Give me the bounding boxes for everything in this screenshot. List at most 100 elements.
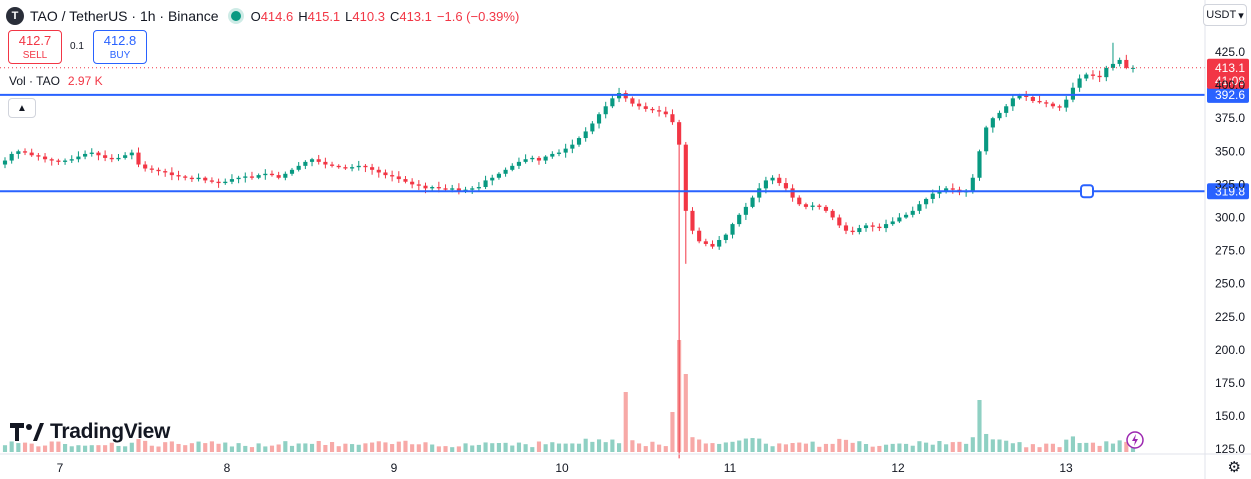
volume-bar (383, 442, 388, 452)
candles (2, 42, 1136, 459)
volume-bar (56, 441, 61, 452)
candle-body (396, 176, 401, 180)
volume-bar (750, 438, 755, 452)
x-tick-label: 10 (555, 461, 569, 475)
ohlc-item: L410.3 (345, 9, 385, 24)
candle-body (610, 98, 615, 107)
candle-body (556, 152, 562, 154)
lightning-icon (1126, 431, 1144, 449)
y-tick-label: 125.0 (1215, 442, 1245, 456)
candle-body (289, 169, 295, 174)
volume-bar (897, 443, 902, 452)
candle-body (476, 187, 481, 189)
candle-body (143, 164, 148, 169)
volume-bar (390, 444, 395, 452)
horizontal-levels[interactable]: 392.6 319.8 413.141:08 (0, 58, 1249, 449)
volume-bar (323, 444, 328, 452)
volume-bar (450, 447, 455, 452)
volume-bar (837, 438, 842, 452)
candle-body (149, 168, 154, 170)
ohlc-item: H415.1 (298, 9, 340, 24)
volume-bar (249, 447, 255, 452)
candle-body (1010, 98, 1015, 107)
price-axis[interactable]: 425.0 400.0 375.0 350.0 325.0 300.0 275.0 250.0… (1204, 0, 1245, 479)
volume-bar (657, 444, 662, 452)
candle-body (944, 188, 949, 191)
volume-bar (1030, 444, 1035, 452)
volume-bar (950, 442, 955, 452)
volume-bar (1117, 440, 1122, 452)
buy-button[interactable]: 412.8 BUY (93, 30, 147, 64)
volume-bar (1097, 445, 1102, 452)
candle-body (570, 144, 575, 149)
chevron-down-icon: ▾ (1238, 9, 1244, 22)
candle-body (1037, 100, 1042, 103)
currency-label: USDT (1206, 9, 1237, 21)
candle-body (423, 185, 428, 189)
volume-bar (403, 440, 408, 452)
volume-bar (770, 446, 775, 452)
y-tick-label: 225.0 (1215, 310, 1245, 324)
candle-body (1057, 106, 1062, 108)
candle-body (883, 224, 889, 229)
candle-body (763, 180, 768, 189)
candle-body (483, 180, 488, 188)
volume-bar (957, 441, 962, 452)
tradingview-logo[interactable]: TradingView (10, 420, 170, 444)
volume-bar (643, 446, 648, 452)
candle-body (803, 204, 809, 207)
candle-body (743, 206, 748, 215)
candle-body (917, 204, 922, 211)
candle-body (576, 138, 582, 145)
time-axis[interactable]: 7 8 9 10 11 12 13 (0, 453, 1251, 475)
candle-body (503, 169, 508, 174)
candle-body (350, 167, 355, 169)
chart-legend: T TAO / TetherUS · 1h · Binance O414.6 H4… (6, 6, 519, 26)
collapse-legend-button[interactable]: ▲ (8, 98, 36, 118)
volume-bar (443, 446, 448, 452)
candle-body (910, 210, 915, 215)
candle-body (329, 164, 335, 166)
volume-bar (710, 443, 715, 452)
volume-bar (890, 443, 895, 452)
candle-body (116, 157, 121, 160)
candle-body (383, 172, 388, 176)
currency-selector[interactable]: USDT ▾ (1203, 4, 1247, 26)
candle-body (723, 234, 728, 240)
volume-bar (356, 444, 361, 452)
y-tick-label: 425.0 (1215, 45, 1245, 59)
candle-body (390, 175, 395, 177)
ohlc-values: O414.6 H415.1 L410.3 C413.1 −1.6 (−0.39%) (251, 9, 520, 24)
candle-body (657, 110, 662, 112)
ohlc-item: O414.6 (251, 9, 294, 24)
candle-body (510, 165, 515, 170)
volume-bar (596, 439, 602, 452)
sell-button[interactable]: 412.7 SELL (8, 30, 62, 64)
ohlc-value: 410.3 (352, 8, 385, 24)
volume-bar (396, 441, 401, 452)
volume-bar (637, 443, 642, 452)
volume-bar (283, 441, 288, 452)
volume-bar (96, 445, 101, 452)
ohlc-key: C (389, 8, 400, 24)
candle-body (176, 175, 181, 177)
volume-bar (436, 446, 441, 452)
candle-body (530, 157, 535, 160)
candle-body (89, 152, 94, 154)
volume-bar (316, 441, 321, 452)
symbol-title[interactable]: TAO / TetherUS · 1h · Binance (30, 8, 219, 24)
settings-gear-icon[interactable]: ⚙ (1227, 459, 1241, 476)
volume-bar (69, 446, 74, 452)
candle-body (56, 160, 61, 162)
candle-body (1090, 74, 1096, 76)
ohlc-value: 413.1 (399, 8, 432, 24)
candle-body (663, 111, 668, 115)
volume-bar (336, 446, 341, 452)
candle-body (977, 151, 982, 178)
candle-body (109, 157, 114, 160)
volume-bar (990, 439, 995, 452)
volume-bar (430, 444, 435, 452)
candle-body (63, 160, 68, 162)
candle-body (123, 155, 128, 158)
